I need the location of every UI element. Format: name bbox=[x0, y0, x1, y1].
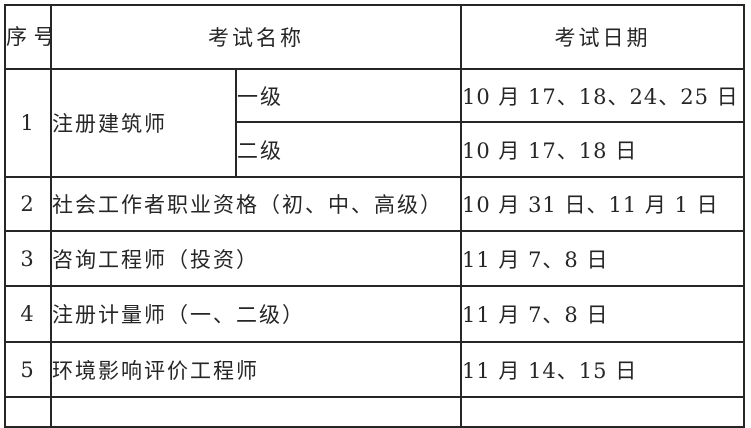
exam-sublevel-cell: 一级 bbox=[235, 68, 462, 123]
table-row-4: 4 注册计量师（一、二级） 11 月 7、8 日 bbox=[4, 285, 745, 343]
row-number-cell: 5 bbox=[4, 341, 52, 398]
table-row-partial bbox=[4, 396, 745, 428]
table-row-1-level-1: 1 注册建筑师 一级 10 月 17、18、24、25 日 bbox=[4, 68, 745, 178]
table-row-5: 5 环境影响评价工程师 11 月 14、15 日 bbox=[4, 341, 745, 398]
exam-name-cell: 环境影响评价工程师 bbox=[50, 341, 462, 398]
row-number-cell: 3 bbox=[4, 230, 52, 287]
table-row-1-level-2: 二级 10 月 17、18 日 bbox=[5, 121, 745, 178]
row-number-cell: 4 bbox=[4, 285, 52, 343]
exam-date-cell: 10 月 17、18 日 bbox=[460, 121, 745, 178]
exam-date-cell: 11 月 7、8 日 bbox=[460, 285, 745, 343]
exam-date-cell: 11 月 7、8 日 bbox=[460, 230, 745, 287]
table-row-3: 3 咨询工程师（投资） 11 月 7、8 日 bbox=[4, 230, 745, 287]
exam-name-cell bbox=[50, 396, 462, 428]
table-row-2: 2 社会工作者职业资格（初、中、高级） 10 月 31 日、11 月 1 日 bbox=[4, 176, 745, 232]
exam-date-cell: 11 月 14、15 日 bbox=[460, 341, 745, 398]
row-number-cell: 2 bbox=[4, 176, 52, 232]
row-number-cell bbox=[4, 396, 52, 428]
exam-name-cell: 注册建筑师 bbox=[50, 68, 237, 178]
header-row: 序 号 考试名称 考试日期 bbox=[4, 4, 745, 70]
exam-date-cell: 10 月 17、18、24、25 日 bbox=[460, 68, 745, 123]
row-number-cell: 1 bbox=[4, 68, 52, 178]
header-cell-exam-date: 考试日期 bbox=[460, 4, 745, 70]
exam-name-cell: 注册计量师（一、二级） bbox=[50, 285, 462, 343]
exam-schedule-table-wrap: 序 号 考试名称 考试日期 1 注册建筑师 一级 10 月 17、18、24、2… bbox=[4, 4, 745, 428]
exam-date-cell bbox=[460, 396, 745, 428]
exam-name-cell: 社会工作者职业资格（初、中、高级） bbox=[50, 176, 462, 232]
exam-name-cell: 咨询工程师（投资） bbox=[50, 230, 462, 287]
exam-sublevel-cell: 二级 bbox=[235, 121, 462, 178]
header-cell-exam-name: 考试名称 bbox=[50, 4, 462, 70]
exam-schedule-table: 序 号 考试名称 考试日期 1 注册建筑师 一级 10 月 17、18、24、2… bbox=[4, 4, 745, 428]
header-cell-number: 序 号 bbox=[4, 4, 52, 70]
exam-date-cell: 10 月 31 日、11 月 1 日 bbox=[460, 176, 745, 232]
